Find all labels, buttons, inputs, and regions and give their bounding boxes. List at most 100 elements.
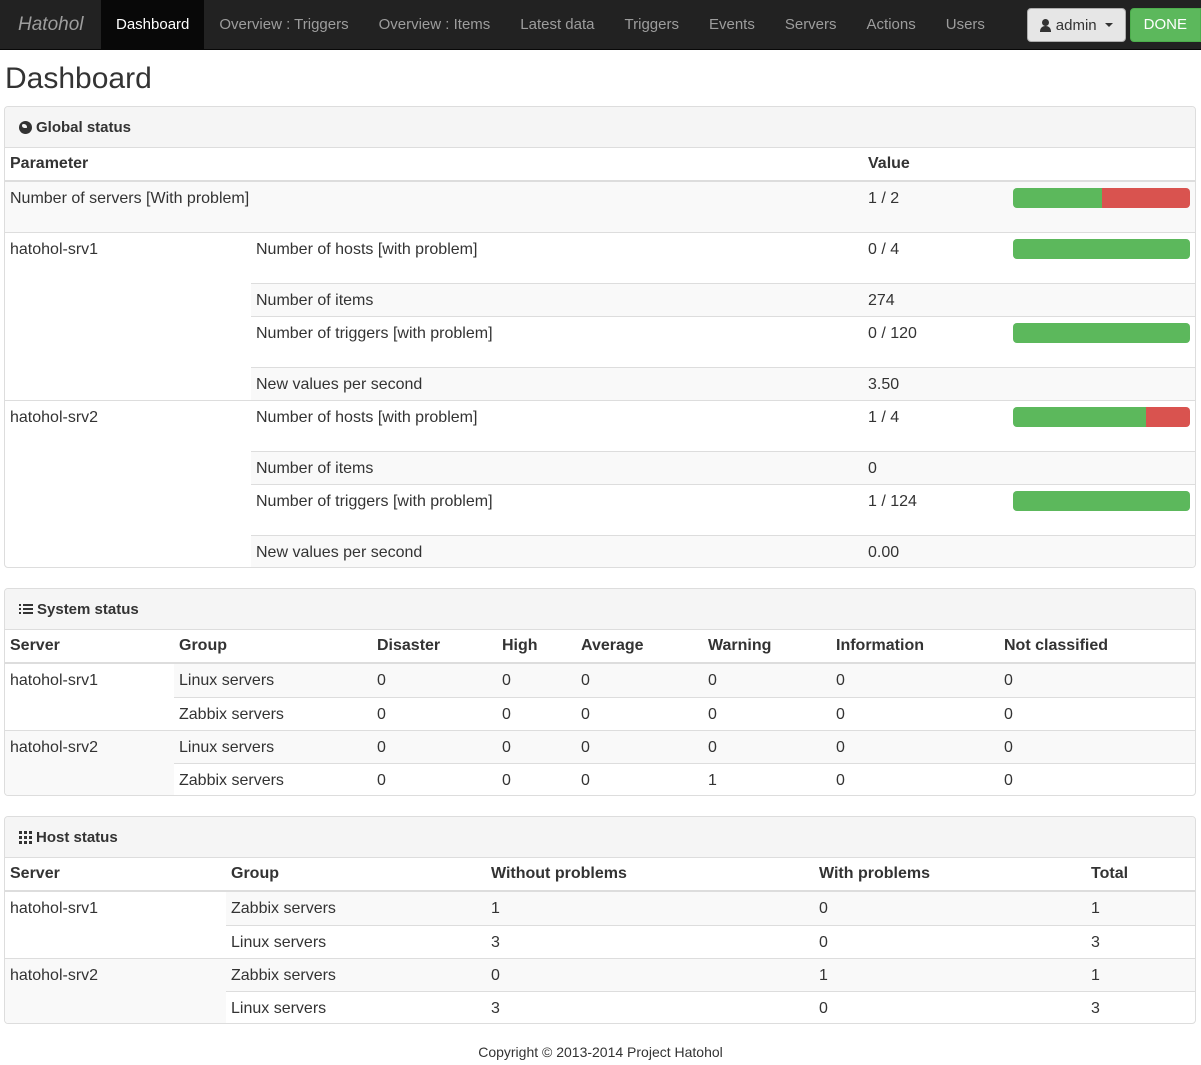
grid-icon (19, 830, 32, 844)
nav-events[interactable]: Events (708, 16, 755, 33)
high-count: 0 (502, 672, 511, 689)
col-disaster: Disaster (372, 630, 497, 664)
total-count: 1 (1091, 900, 1100, 917)
high-count: 0 (502, 738, 511, 756)
system-status-title: System status (37, 600, 139, 618)
col-value: Value (863, 148, 1195, 182)
table-row: hatohol-srv1 Number of hosts [with probl… (5, 231, 1195, 400)
information-count: 0 (836, 771, 845, 789)
group-name: Zabbix servers (179, 771, 284, 789)
table-row: Number of triggers [with problem] 0 / 12… (5, 315, 1195, 367)
col-not-classified: Not classified (999, 630, 1195, 664)
average-count: 0 (581, 738, 590, 756)
average-count: 0 (581, 672, 590, 689)
globe-icon (19, 120, 32, 134)
host-status-table: Server Group Without problems With probl… (5, 858, 1195, 1023)
col-without-problems: Without problems (486, 858, 814, 892)
disaster-count: 0 (377, 771, 386, 789)
system-status-panel: System status Server Group Disaster High… (4, 588, 1196, 796)
group-name: Linux servers (179, 738, 275, 756)
system-status-heading: System status (5, 589, 1195, 630)
table-row: Linux servers 3 0 3 (5, 924, 1195, 958)
user-menu-button[interactable]: admin (1026, 8, 1126, 42)
global-status-title: Global status (36, 118, 132, 136)
user-icon (1039, 18, 1051, 32)
nav-latest-data[interactable]: Latest data (520, 16, 595, 33)
not-classified-count: 0 (1004, 771, 1013, 789)
row-label: Number of items (256, 291, 374, 309)
col-group: Group (226, 858, 486, 892)
hosts-progress-bar (1013, 238, 1190, 259)
row-label: Number of hosts [with problem] (256, 240, 478, 258)
not-classified-count: 0 (1004, 672, 1013, 689)
with-problems-count: 0 (819, 900, 828, 917)
row-value: 0.00 (868, 543, 900, 561)
col-warning: Warning (703, 630, 831, 664)
without-problems-count: 0 (491, 966, 500, 984)
row-value: 1 / 4 (868, 408, 900, 426)
host-status-panel: Host status Server Group Without problem… (4, 816, 1196, 1024)
servers-value: 1 / 2 (868, 190, 900, 207)
total-count: 3 (1091, 999, 1100, 1017)
nav-overview-triggers[interactable]: Overview : Triggers (219, 16, 349, 33)
row-value: 0 (868, 459, 877, 477)
high-count: 0 (502, 771, 511, 789)
table-row: hatohol-srv1 Linux servers 0 0 0 0 0 0 (5, 662, 1195, 730)
table-row: Zabbix servers 0 0 0 1 0 0 (5, 762, 1195, 795)
disaster-count: 0 (377, 705, 386, 723)
caret-down-icon (1104, 23, 1113, 27)
nav-users[interactable]: Users (945, 16, 985, 33)
nav-actions[interactable]: Actions (866, 16, 916, 33)
global-status-table: Parameter Value Number of servers [With … (5, 148, 1195, 567)
row-label: New values per second (256, 543, 423, 561)
row-value: 3.50 (868, 375, 900, 393)
group-name: Linux servers (231, 999, 327, 1017)
total-count: 1 (1091, 966, 1100, 984)
row-value: 0 / 4 (868, 240, 900, 258)
not-classified-count: 0 (1004, 738, 1013, 756)
group-name: Zabbix servers (179, 705, 284, 723)
disaster-count: 0 (377, 672, 386, 689)
servers-progress-bar (1013, 188, 1190, 208)
row-value: 274 (868, 291, 895, 309)
host-status-heading: Host status (5, 817, 1195, 858)
table-row: Linux servers 3 0 3 (5, 990, 1195, 1023)
triggers-progress-bar (1013, 490, 1190, 511)
average-count: 0 (581, 705, 590, 723)
user-name: admin (1055, 16, 1097, 34)
table-row: Zabbix servers 0 0 0 0 0 0 (5, 696, 1195, 730)
system-status-table: Server Group Disaster High Average Warni… (5, 630, 1195, 795)
nav-dashboard[interactable]: Dashboard (101, 0, 205, 49)
hosts-progress-bar (1013, 406, 1190, 427)
information-count: 0 (836, 705, 845, 723)
nav-triggers[interactable]: Triggers (624, 16, 679, 33)
without-problems-count: 3 (491, 999, 500, 1017)
row-label: Number of items (256, 459, 374, 477)
group-name: Linux servers (231, 933, 327, 951)
average-count: 0 (581, 771, 590, 789)
servers-label: Number of servers [With problem] (10, 190, 250, 207)
col-server: Server (5, 630, 174, 664)
row-label: Number of hosts [with problem] (256, 408, 478, 426)
nav-servers[interactable]: Servers (784, 16, 837, 33)
warning-count: 0 (708, 705, 717, 723)
global-status-heading: Global status (5, 107, 1195, 148)
done-button[interactable]: DONE (1129, 8, 1201, 42)
group-name: Zabbix servers (231, 900, 336, 917)
disaster-count: 0 (377, 738, 386, 756)
warning-count: 0 (708, 738, 717, 756)
col-server: Server (5, 858, 226, 892)
row-label: Number of triggers [with problem] (256, 492, 493, 510)
information-count: 0 (836, 738, 845, 756)
total-count: 3 (1091, 933, 1100, 951)
table-row: hatohol-srv1 Zabbix servers 1 0 1 (5, 890, 1195, 958)
nav-overview-items[interactable]: Overview : Items (378, 16, 491, 33)
server-name: hatohol-srv2 (10, 408, 99, 426)
warning-count: 0 (708, 672, 717, 689)
brand-logo[interactable]: Hatohol (18, 14, 84, 35)
table-row: hatohol-srv2 Zabbix servers 0 1 1 (5, 957, 1195, 1023)
server-name: hatohol-srv1 (10, 900, 99, 917)
group-name: Zabbix servers (231, 966, 336, 984)
server-name: hatohol-srv2 (10, 966, 99, 984)
col-information: Information (831, 630, 999, 664)
